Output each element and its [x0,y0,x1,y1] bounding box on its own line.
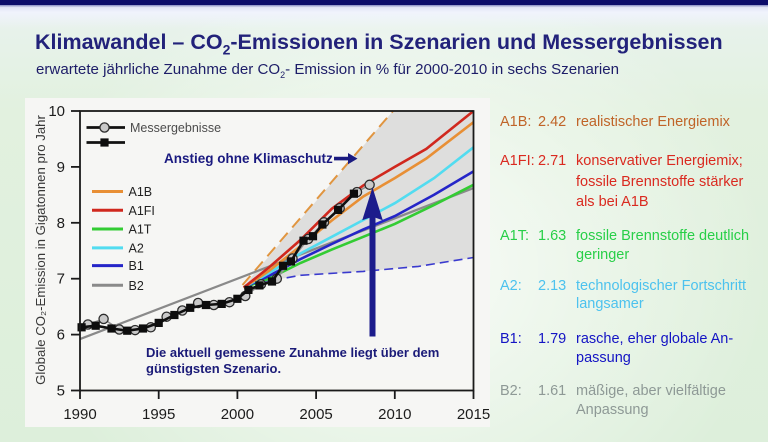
svg-text:B2: B2 [129,279,144,293]
svg-text:B1: B1 [129,259,144,273]
svg-text:Globale CO₂-Emission in Gigato: Globale CO₂-Emission in Gigatonnen pro J… [33,115,48,385]
svg-text:6: 6 [57,327,65,344]
svg-text:Messergebnisse: Messergebnisse [130,121,221,135]
svg-text:8: 8 [57,215,65,232]
svg-text:7: 7 [57,271,65,288]
svg-text:10: 10 [48,103,65,120]
svg-text:2005: 2005 [299,406,332,423]
svg-text:2015: 2015 [457,406,490,423]
svg-text:5: 5 [57,383,65,400]
svg-text:A2: A2 [129,241,144,255]
svg-text:Anstieg ohne Klimaschutz: Anstieg ohne Klimaschutz [164,151,333,166]
svg-text:A1B: A1B [129,185,153,199]
svg-text:Die aktuell gemessene Zunahme: Die aktuell gemessene Zunahme liegt über… [146,345,439,360]
svg-text:A1FI: A1FI [129,204,155,218]
svg-text:1995: 1995 [142,406,175,423]
svg-text:2010: 2010 [378,406,411,423]
svg-text:2000: 2000 [221,406,254,423]
svg-text:9: 9 [57,159,65,176]
svg-text:A1T: A1T [129,223,152,237]
svg-text:1990: 1990 [63,406,96,423]
svg-text:günstigsten Szenario.: günstigsten Szenario. [146,361,281,376]
